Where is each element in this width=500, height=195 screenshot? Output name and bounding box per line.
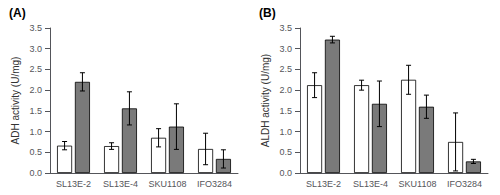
svg-text:0.5: 0.5 [279,147,292,157]
svg-text:SL13E-2: SL13E-2 [56,179,91,189]
svg-text:SKU1108: SKU1108 [399,179,437,189]
svg-text:1.0: 1.0 [29,127,42,137]
svg-text:2.5: 2.5 [279,64,292,74]
svg-text:0.0: 0.0 [279,168,292,178]
svg-text:3.5: 3.5 [29,23,42,33]
svg-text:ADH activity (U/mg): ADH activity (U/mg) [10,57,21,145]
svg-text:0.5: 0.5 [29,147,42,157]
svg-text:3.0: 3.0 [279,44,292,54]
svg-text:(A): (A) [9,6,26,20]
svg-text:1.5: 1.5 [29,106,42,116]
svg-text:0.0: 0.0 [29,168,42,178]
svg-text:SL13E-4: SL13E-4 [353,179,388,189]
svg-text:2.0: 2.0 [279,85,292,95]
svg-text:SL13E-2: SL13E-2 [306,179,341,189]
svg-text:3.5: 3.5 [279,23,292,33]
svg-text:3.0: 3.0 [29,44,42,54]
svg-text:(B): (B) [259,6,276,20]
svg-text:2.0: 2.0 [29,85,42,95]
svg-text:1.0: 1.0 [279,127,292,137]
svg-text:IFO3284: IFO3284 [197,179,232,189]
svg-text:2.5: 2.5 [29,64,42,74]
svg-text:IFO3284: IFO3284 [447,179,482,189]
svg-text:SL13E-4: SL13E-4 [103,179,138,189]
svg-text:SKU1108: SKU1108 [149,179,187,189]
svg-text:ALDH activity (U/mg): ALDH activity (U/mg) [260,54,271,147]
svg-text:1.5: 1.5 [279,106,292,116]
